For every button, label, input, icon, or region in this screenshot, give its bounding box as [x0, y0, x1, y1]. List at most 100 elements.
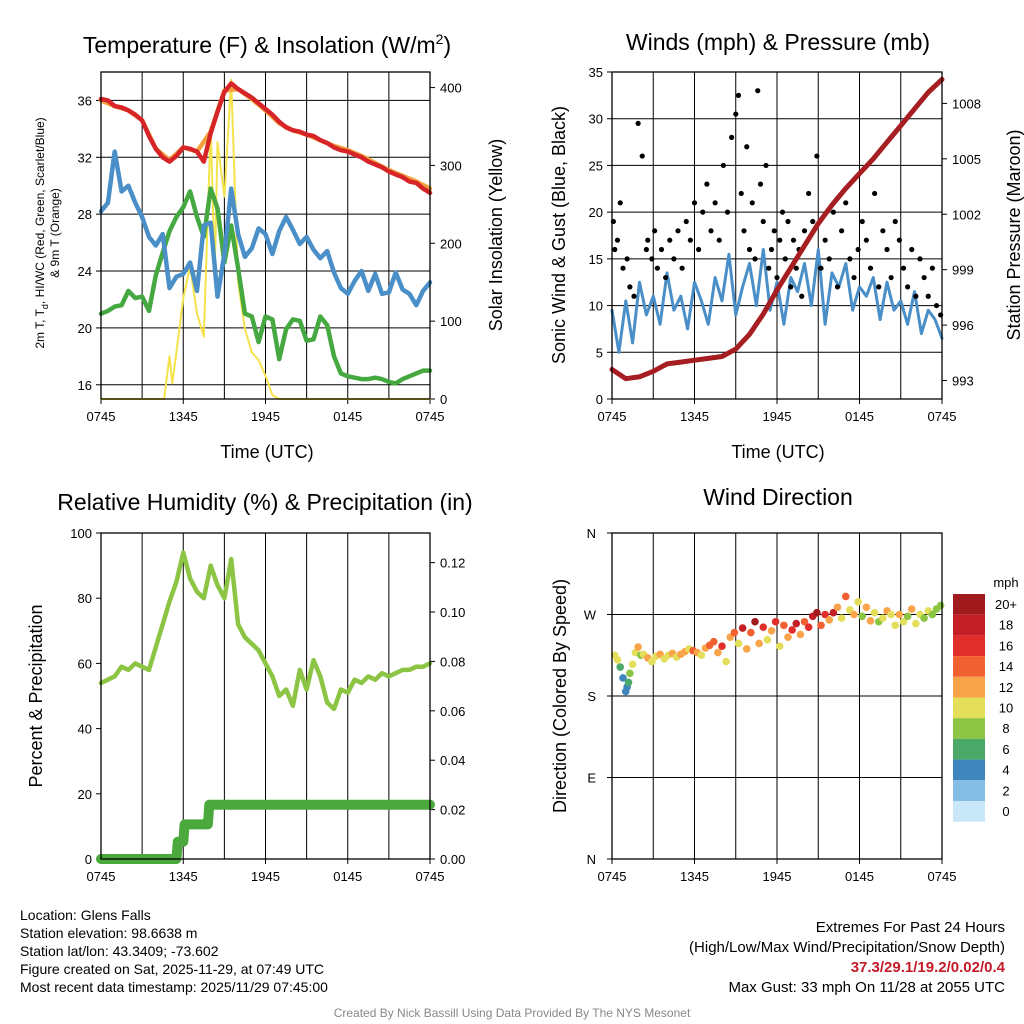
gust-point: [872, 190, 878, 197]
direction-title: Wind Direction: [703, 484, 853, 510]
direction-point: [903, 612, 912, 621]
direction-point: [738, 624, 747, 632]
temperature-ylabel-line2: & 9m T (Orange): [48, 188, 62, 278]
direction-point: [866, 617, 875, 625]
y2-tick-label: 400: [440, 81, 462, 96]
y2-tick-label: 1002: [952, 207, 981, 222]
gust-point: [749, 200, 755, 206]
gust-point: [617, 200, 623, 206]
direction-point: [624, 678, 633, 687]
gust-point: [741, 228, 747, 234]
legend-swatch: [953, 676, 985, 698]
direction-point: [709, 637, 718, 646]
series-3: [98, 149, 433, 308]
y-tick-label: 80: [78, 591, 92, 606]
y-tick-label: 25: [589, 158, 603, 173]
y-tick-label: 10: [589, 299, 603, 314]
extremes-box: Extremes For Past 24 Hours (High/Low/Max…: [689, 918, 1005, 998]
gust-point: [712, 200, 718, 206]
x-tick-label: 0745: [416, 409, 445, 424]
legend-swatch: [953, 801, 985, 822]
legend-label: 16: [999, 638, 1013, 653]
gust-point: [855, 246, 861, 253]
gust-point: [716, 237, 722, 243]
direction-point: [817, 621, 825, 630]
plot-frame: [611, 532, 943, 860]
winds-ylabel-left: Sonic Wind & Gust (Blue, Black): [549, 106, 569, 364]
y-tick-label: 20: [589, 205, 603, 220]
gust-point: [768, 246, 775, 253]
y-tick-label: 0: [85, 852, 92, 867]
gust-point: [826, 256, 832, 262]
legend-label: 18: [999, 618, 1013, 633]
x-tick-label: 1345: [169, 869, 198, 884]
gust-point: [913, 293, 919, 299]
y2-tick-label: 100: [440, 314, 462, 329]
gust-point: [909, 246, 915, 253]
direction-point: [616, 663, 625, 671]
direction-point: [821, 610, 829, 619]
y-tick-label: 20: [78, 321, 92, 336]
direction-point: [850, 610, 858, 619]
gust-point: [859, 218, 865, 225]
direction-point: [825, 616, 834, 624]
recent-timestamp: Most recent data timestamp: 2025/11/29 0…: [20, 979, 328, 995]
direction-point: [784, 633, 792, 641]
direction-point: [771, 617, 780, 626]
y-tick-label: 40: [78, 722, 92, 737]
direction-point: [895, 610, 904, 619]
direction-point: [697, 651, 706, 660]
direction-point: [804, 623, 813, 631]
legend-swatch: [953, 635, 985, 657]
gust-point: [774, 274, 780, 281]
humidity-title: Relative Humidity (%) & Precipitation (i…: [57, 489, 472, 515]
direction-tick-label: N: [587, 852, 596, 867]
legend-label: 8: [1002, 721, 1009, 736]
gust-point: [905, 284, 911, 290]
legend-swatch: [953, 656, 985, 677]
y-tick-label: 28: [78, 207, 92, 222]
gust-point: [649, 256, 655, 262]
plot-frame: [611, 71, 943, 400]
y2-tick-label: 0.04: [440, 753, 465, 768]
gust-point: [818, 265, 824, 271]
gust-point: [834, 284, 841, 290]
legend-label: 14: [999, 659, 1013, 674]
y-tick-label: 100: [70, 526, 92, 541]
station-info: Location: Glens Falls Station elevation:…: [20, 906, 328, 996]
gust-point: [652, 228, 658, 234]
gust-point: [782, 256, 788, 262]
direction-point: [879, 614, 887, 622]
direction-point: [841, 592, 850, 601]
direction-point: [714, 648, 722, 657]
station-latlon: Station lat/lon: 43.3409; -73.602: [20, 943, 219, 959]
gust-point: [614, 237, 621, 243]
x-tick-label: 0745: [598, 409, 627, 424]
direction-point: [792, 619, 801, 628]
direction-point: [870, 608, 879, 617]
legend-swatch: [953, 738, 985, 760]
x-tick-label: 1345: [680, 869, 709, 884]
x-tick-label: 0745: [928, 409, 957, 424]
direction-point: [837, 614, 846, 622]
x-tick-label: 0145: [333, 409, 362, 424]
y2-tick-label: 0.02: [440, 803, 465, 818]
gust-point: [724, 209, 731, 215]
pressure-line: [609, 76, 945, 382]
gust-point: [645, 237, 651, 243]
x-tick-label: 1945: [251, 409, 280, 424]
legend-label: 6: [1002, 742, 1009, 757]
direction-ylabel-left: Direction (Colored By Speed): [550, 579, 570, 813]
gust-point: [729, 134, 735, 140]
max-gust: Max Gust: 33 mph On 11/28 at 2055 UTC: [728, 979, 1005, 996]
direction-point: [747, 628, 755, 637]
gust-point: [687, 237, 693, 243]
y2-tick-label: 999: [952, 263, 974, 278]
gust-point: [851, 274, 857, 281]
gust-point: [654, 265, 660, 271]
direction-point: [912, 619, 920, 628]
gust-point: [667, 237, 673, 243]
y2-tick-label: 0.10: [440, 605, 465, 620]
y2-tick-label: 0.12: [440, 556, 465, 571]
